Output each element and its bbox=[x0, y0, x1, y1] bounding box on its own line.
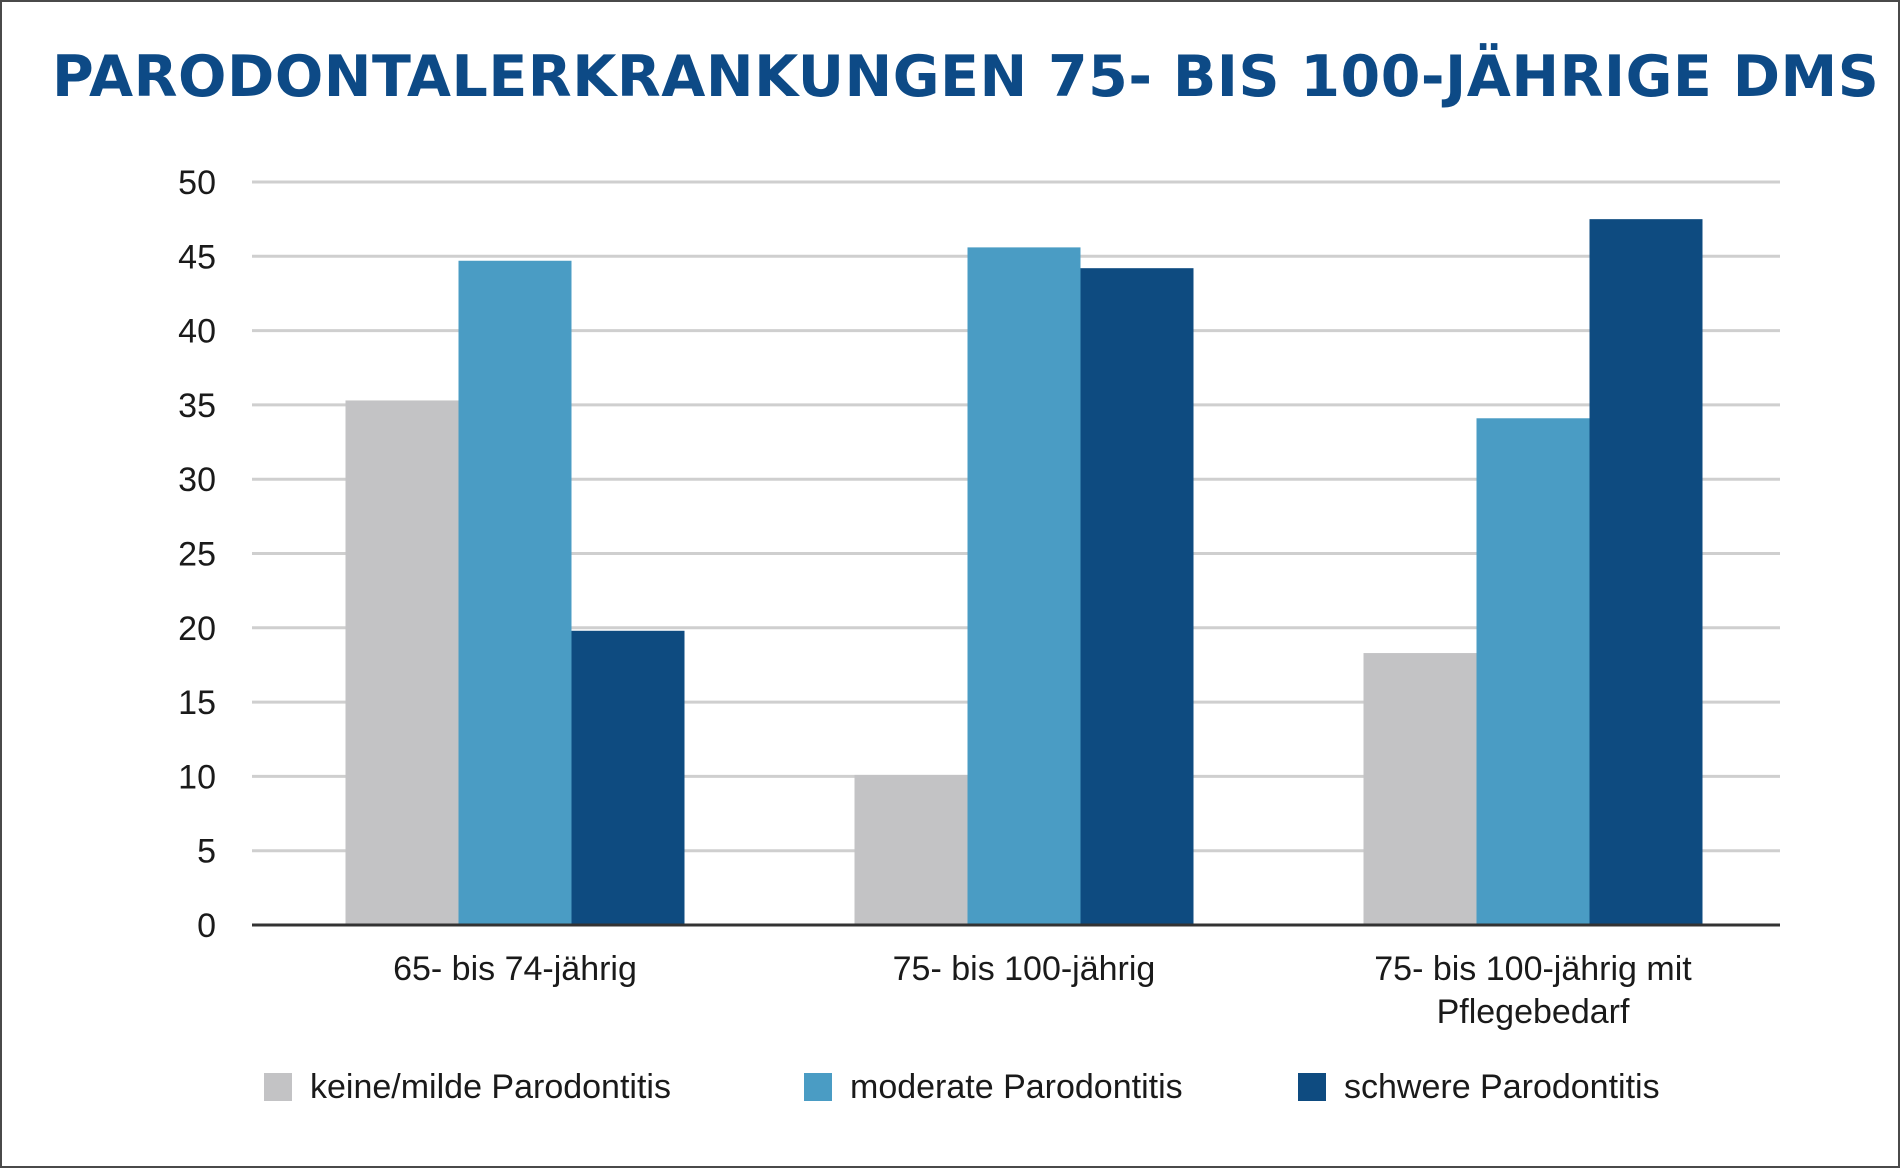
legend-item: schwere Parodontitis bbox=[1298, 1065, 1660, 1109]
legend-label: schwere Parodontitis bbox=[1344, 1067, 1660, 1106]
legend-swatch bbox=[264, 1073, 292, 1101]
y-tick-label: 40 bbox=[178, 313, 216, 351]
bar-schwere-2 bbox=[1589, 219, 1703, 925]
bar-moderate-2 bbox=[1476, 418, 1590, 925]
bar-keine-milde-2 bbox=[1363, 653, 1477, 925]
y-axis-ticks: 0 5 10 15 20 25 30 35 40 45 50 bbox=[178, 164, 216, 945]
x-category-label: 75- bis 100-jährig bbox=[893, 950, 1156, 988]
legend-label: moderate Parodontitis bbox=[850, 1067, 1183, 1106]
y-tick-label: 50 bbox=[178, 164, 216, 202]
chart-title: PARODONTALERKRANKUNGEN 75- BIS 100-JÄHRI… bbox=[52, 44, 1900, 110]
y-tick-label: 45 bbox=[178, 238, 216, 276]
x-axis-categories: 65- bis 74-jährig 75- bis 100-jährig 75- b… bbox=[393, 950, 1692, 1031]
y-tick-label: 35 bbox=[178, 387, 216, 425]
legend: keine/milde Parodontitis moderate Parodon… bbox=[2, 1065, 1900, 1109]
y-tick-label: 0 bbox=[197, 907, 216, 945]
bar-moderate-1 bbox=[967, 247, 1081, 925]
bars bbox=[345, 219, 1703, 925]
x-category-label: 75- bis 100-jährig mit bbox=[1374, 950, 1692, 988]
y-tick-label: 5 bbox=[197, 833, 216, 871]
y-tick-label: 20 bbox=[178, 610, 216, 648]
bar-chart: 0 5 10 15 20 25 30 35 40 45 50 65- bis 74-jährig 75… bbox=[178, 164, 1780, 1031]
bar-keine-milde-1 bbox=[854, 774, 968, 925]
legend-swatch bbox=[804, 1073, 832, 1101]
x-category-label: Pflegebedarf bbox=[1437, 993, 1630, 1031]
legend-swatch bbox=[1298, 1073, 1326, 1101]
bar-keine-milde-0 bbox=[345, 400, 459, 925]
x-category-label: 65- bis 74-jährig bbox=[393, 950, 637, 988]
bar-schwere-0 bbox=[571, 630, 685, 925]
bar-moderate-0 bbox=[458, 260, 572, 925]
y-tick-label: 10 bbox=[178, 758, 216, 796]
legend-item: keine/milde Parodontitis bbox=[264, 1065, 671, 1109]
y-tick-label: 25 bbox=[178, 536, 216, 574]
legend-item: moderate Parodontitis bbox=[804, 1065, 1183, 1109]
legend-label: keine/milde Parodontitis bbox=[310, 1067, 671, 1106]
y-tick-label: 15 bbox=[178, 684, 216, 722]
y-tick-label: 30 bbox=[178, 461, 216, 499]
bar-schwere-1 bbox=[1080, 268, 1194, 925]
